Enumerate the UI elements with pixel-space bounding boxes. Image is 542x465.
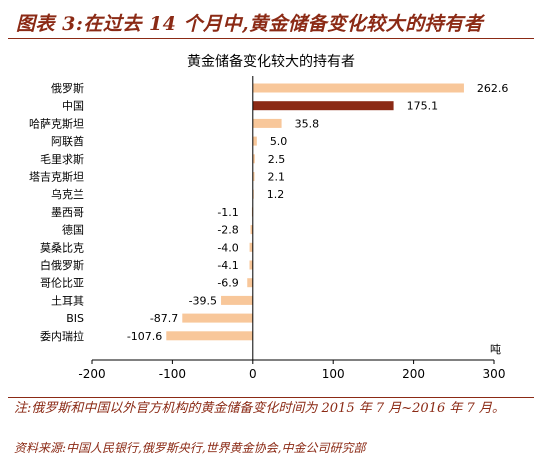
- value-label: -1.1: [217, 206, 238, 219]
- bar: [166, 331, 253, 341]
- x-tick-label: -100: [159, 367, 186, 381]
- value-label: -87.7: [150, 312, 178, 325]
- value-label: 5.0: [270, 135, 288, 148]
- x-tick-label: 300: [483, 367, 506, 381]
- value-label: 2.5: [268, 153, 286, 166]
- category-label: 乌克兰: [51, 187, 84, 201]
- category-label: 委内瑞拉: [40, 329, 84, 343]
- bar: [252, 118, 282, 128]
- category-label: BIS: [66, 312, 84, 325]
- value-label: -4.1: [217, 259, 238, 272]
- unit-label: 吨: [490, 343, 501, 356]
- bar: [252, 136, 257, 146]
- category-label: 土耳其: [51, 294, 84, 307]
- category-label: 德国: [62, 223, 84, 237]
- figure-source: 资料来源:中国人民银行,俄罗斯央行,世界黄金协会,中金公司研究部: [14, 441, 366, 455]
- bar-chart: 黄金储备变化较大的持有者 俄罗斯 262.6 中国 175.1 哈萨克斯坦 35.8 阿联酋…: [29, 53, 509, 381]
- value-label: 2.1: [267, 171, 285, 184]
- value-label: -2.8: [217, 224, 238, 237]
- value-label: -107.6: [127, 330, 162, 343]
- value-label: -4.0: [217, 241, 238, 254]
- value-label: -39.5: [189, 294, 217, 307]
- bar: [221, 295, 253, 305]
- x-tick-label: 200: [402, 367, 425, 381]
- x-tick-label: 100: [322, 367, 345, 381]
- value-label: 35.8: [295, 117, 320, 130]
- category-label: 毛里求斯: [40, 153, 84, 166]
- x-tick-label: -200: [78, 367, 105, 381]
- value-label: 1.2: [267, 188, 285, 201]
- figure-note: 注:俄罗斯和中国以外官方机构的黄金储备变化时间为 2015 年 7 月~2016…: [14, 401, 505, 416]
- bar: [247, 278, 253, 288]
- bar: [249, 242, 253, 252]
- category-label: 中国: [62, 100, 84, 113]
- title-rule: [8, 38, 534, 39]
- chart-title: 黄金储备变化较大的持有者: [187, 53, 355, 70]
- value-label: 262.6: [477, 82, 509, 95]
- category-label: 白俄罗斯: [40, 258, 84, 272]
- bar: [252, 154, 255, 164]
- category-label: 墨西哥: [51, 206, 84, 219]
- category-label: 哥伦比亚: [40, 276, 84, 290]
- value-label: 175.1: [407, 100, 439, 113]
- category-label: 塔吉克斯坦: [29, 170, 84, 184]
- bar: [182, 313, 253, 323]
- category-label: 莫桑比克: [40, 241, 84, 254]
- bar: [249, 260, 253, 270]
- bar: [250, 225, 253, 235]
- bar: [252, 101, 394, 111]
- bar: [252, 172, 255, 181]
- category-label: 俄罗斯: [51, 82, 84, 95]
- footer-rule: [8, 397, 534, 398]
- figure-title: 图表 3:在过去 14 个月中,黄金储备变化较大的持有者: [16, 13, 484, 35]
- value-label: -6.9: [217, 277, 238, 290]
- x-tick-label: 0: [249, 367, 257, 381]
- bar: [252, 83, 464, 93]
- category-label: 哈萨克斯坦: [29, 116, 84, 130]
- category-label: 阿联酋: [51, 134, 84, 148]
